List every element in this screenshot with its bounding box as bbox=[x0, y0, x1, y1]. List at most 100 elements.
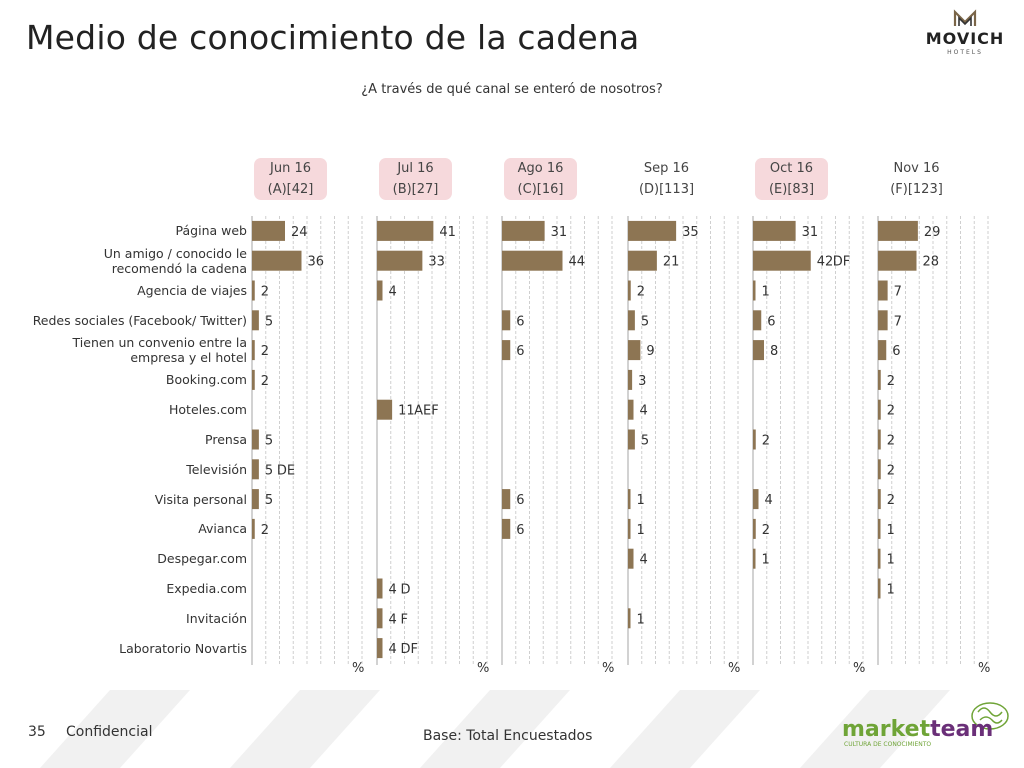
significance-label: AEF bbox=[414, 404, 439, 419]
row-label-line: Visita personal bbox=[154, 491, 247, 507]
data-label: 41 bbox=[439, 225, 456, 240]
bar bbox=[878, 578, 881, 599]
data-label: 2 bbox=[887, 493, 895, 508]
axis-unit-label: % bbox=[352, 661, 365, 676]
data-label: 8 bbox=[770, 344, 778, 359]
row-label: Avianca bbox=[198, 521, 247, 536]
data-label: 6 bbox=[767, 314, 775, 329]
bar bbox=[252, 459, 259, 480]
row-label-line: Redes sociales (Facebook/ Twitter) bbox=[32, 312, 247, 328]
data-label: 5 bbox=[265, 493, 273, 508]
significance-label: DF bbox=[833, 255, 851, 270]
bar bbox=[252, 280, 255, 301]
row-label: Agencia de viajes bbox=[137, 283, 247, 298]
data-label: 1 bbox=[637, 612, 645, 627]
data-label: 33 bbox=[428, 255, 445, 270]
row-label: Hoteles.com bbox=[169, 402, 247, 417]
bar bbox=[753, 429, 756, 450]
series-panel: 29 28 7 7 6 2 2 2 2 2 1 1 1 bbox=[877, 216, 989, 665]
base-note: Base: Total Encuestados bbox=[423, 728, 593, 744]
significance-label: DE bbox=[277, 463, 295, 478]
row-label: Laboratorio Novartis bbox=[119, 641, 247, 656]
column-header: Jun 16 (A)[42] bbox=[254, 158, 327, 200]
data-label: 5 bbox=[641, 434, 649, 449]
data-label: 1 bbox=[762, 285, 770, 300]
bar bbox=[252, 369, 255, 390]
bar bbox=[502, 489, 511, 510]
bar bbox=[753, 250, 811, 271]
row-label-line: Hoteles.com bbox=[169, 402, 247, 418]
bar bbox=[753, 280, 756, 301]
marketteam-tagline: CULTURA DE CONOCIMIENTO bbox=[844, 741, 931, 748]
row-label: Expedia.com bbox=[166, 581, 247, 596]
bar bbox=[628, 369, 633, 390]
row-label-line: Avianca bbox=[198, 521, 247, 537]
bar bbox=[252, 220, 285, 241]
bar bbox=[252, 340, 255, 361]
bar bbox=[502, 340, 511, 361]
data-label: 2 bbox=[637, 285, 645, 300]
row-label: Despegar.com bbox=[157, 551, 247, 566]
bar bbox=[878, 310, 888, 331]
data-label: 4 bbox=[389, 612, 397, 627]
data-label: 4 bbox=[640, 404, 648, 419]
axis-unit-label: % bbox=[853, 661, 866, 676]
data-label: 7 bbox=[894, 314, 902, 329]
column-header: Oct 16 (E)[83] bbox=[755, 158, 828, 200]
data-label: 2 bbox=[887, 404, 895, 419]
bar bbox=[502, 220, 545, 241]
marketteam-word1: market bbox=[842, 717, 931, 742]
row-label: Redes sociales (Facebook/ Twitter) bbox=[33, 313, 247, 328]
bar bbox=[753, 340, 764, 361]
data-label: 6 bbox=[516, 523, 524, 538]
confidential-label: Confidencial bbox=[66, 724, 153, 740]
data-label: 6 bbox=[892, 344, 900, 359]
svg-text:marketteam: marketteam bbox=[842, 717, 993, 742]
bar bbox=[753, 518, 756, 539]
bar bbox=[878, 489, 881, 510]
axis-unit-label: % bbox=[728, 661, 741, 676]
axis-unit-label: % bbox=[602, 661, 615, 676]
page-title: Medio de conocimiento de la cadena bbox=[26, 18, 640, 57]
bar bbox=[878, 459, 881, 480]
chart-subtitle: ¿A través de qué canal se enteró de noso… bbox=[361, 82, 663, 97]
data-label: 44 bbox=[569, 255, 586, 270]
data-label: 2 bbox=[887, 463, 895, 478]
data-label: 9 bbox=[646, 344, 654, 359]
data-label: 31 bbox=[551, 225, 568, 240]
row-label-line: Expedia.com bbox=[166, 581, 247, 596]
column-header: Ago 16 (C)[16] bbox=[504, 158, 577, 200]
bar bbox=[628, 429, 635, 450]
data-label: 1 bbox=[637, 523, 645, 538]
bar bbox=[878, 280, 888, 301]
bar bbox=[252, 250, 302, 271]
row-label: Prensa bbox=[205, 432, 247, 447]
data-label: 2 bbox=[762, 434, 770, 449]
bar bbox=[502, 250, 563, 271]
column-header-name: Jul 16 bbox=[397, 161, 434, 176]
axis-unit-label: % bbox=[477, 661, 490, 676]
background-stripes bbox=[40, 690, 950, 768]
bar bbox=[628, 518, 631, 539]
movich-logo-subtext: HOTELS bbox=[947, 49, 983, 56]
bar bbox=[377, 220, 434, 241]
bar bbox=[377, 250, 423, 271]
row-label: Televisión bbox=[186, 462, 247, 477]
row-label: Página web bbox=[176, 223, 247, 238]
column-header-code: (A)[42] bbox=[267, 182, 314, 197]
movich-logo-text: MOVICH bbox=[926, 29, 1005, 48]
column-header-code: (E)[83] bbox=[768, 182, 815, 197]
bar bbox=[878, 548, 881, 569]
bar bbox=[878, 340, 887, 361]
bar bbox=[628, 608, 631, 629]
marketteam-logo: marketteam CULTURA DE CONOCIMIENTO bbox=[842, 702, 1009, 748]
significance-label: D bbox=[401, 583, 411, 598]
column-header-name: Ago 16 bbox=[517, 161, 564, 176]
row-label: Un amigo / conocido le recomendó la caden… bbox=[104, 246, 247, 276]
bar bbox=[878, 220, 918, 241]
bar bbox=[753, 548, 756, 569]
row-label-line: Prensa bbox=[205, 432, 247, 447]
bar bbox=[628, 548, 634, 569]
row-label: Visita personal bbox=[155, 492, 247, 507]
